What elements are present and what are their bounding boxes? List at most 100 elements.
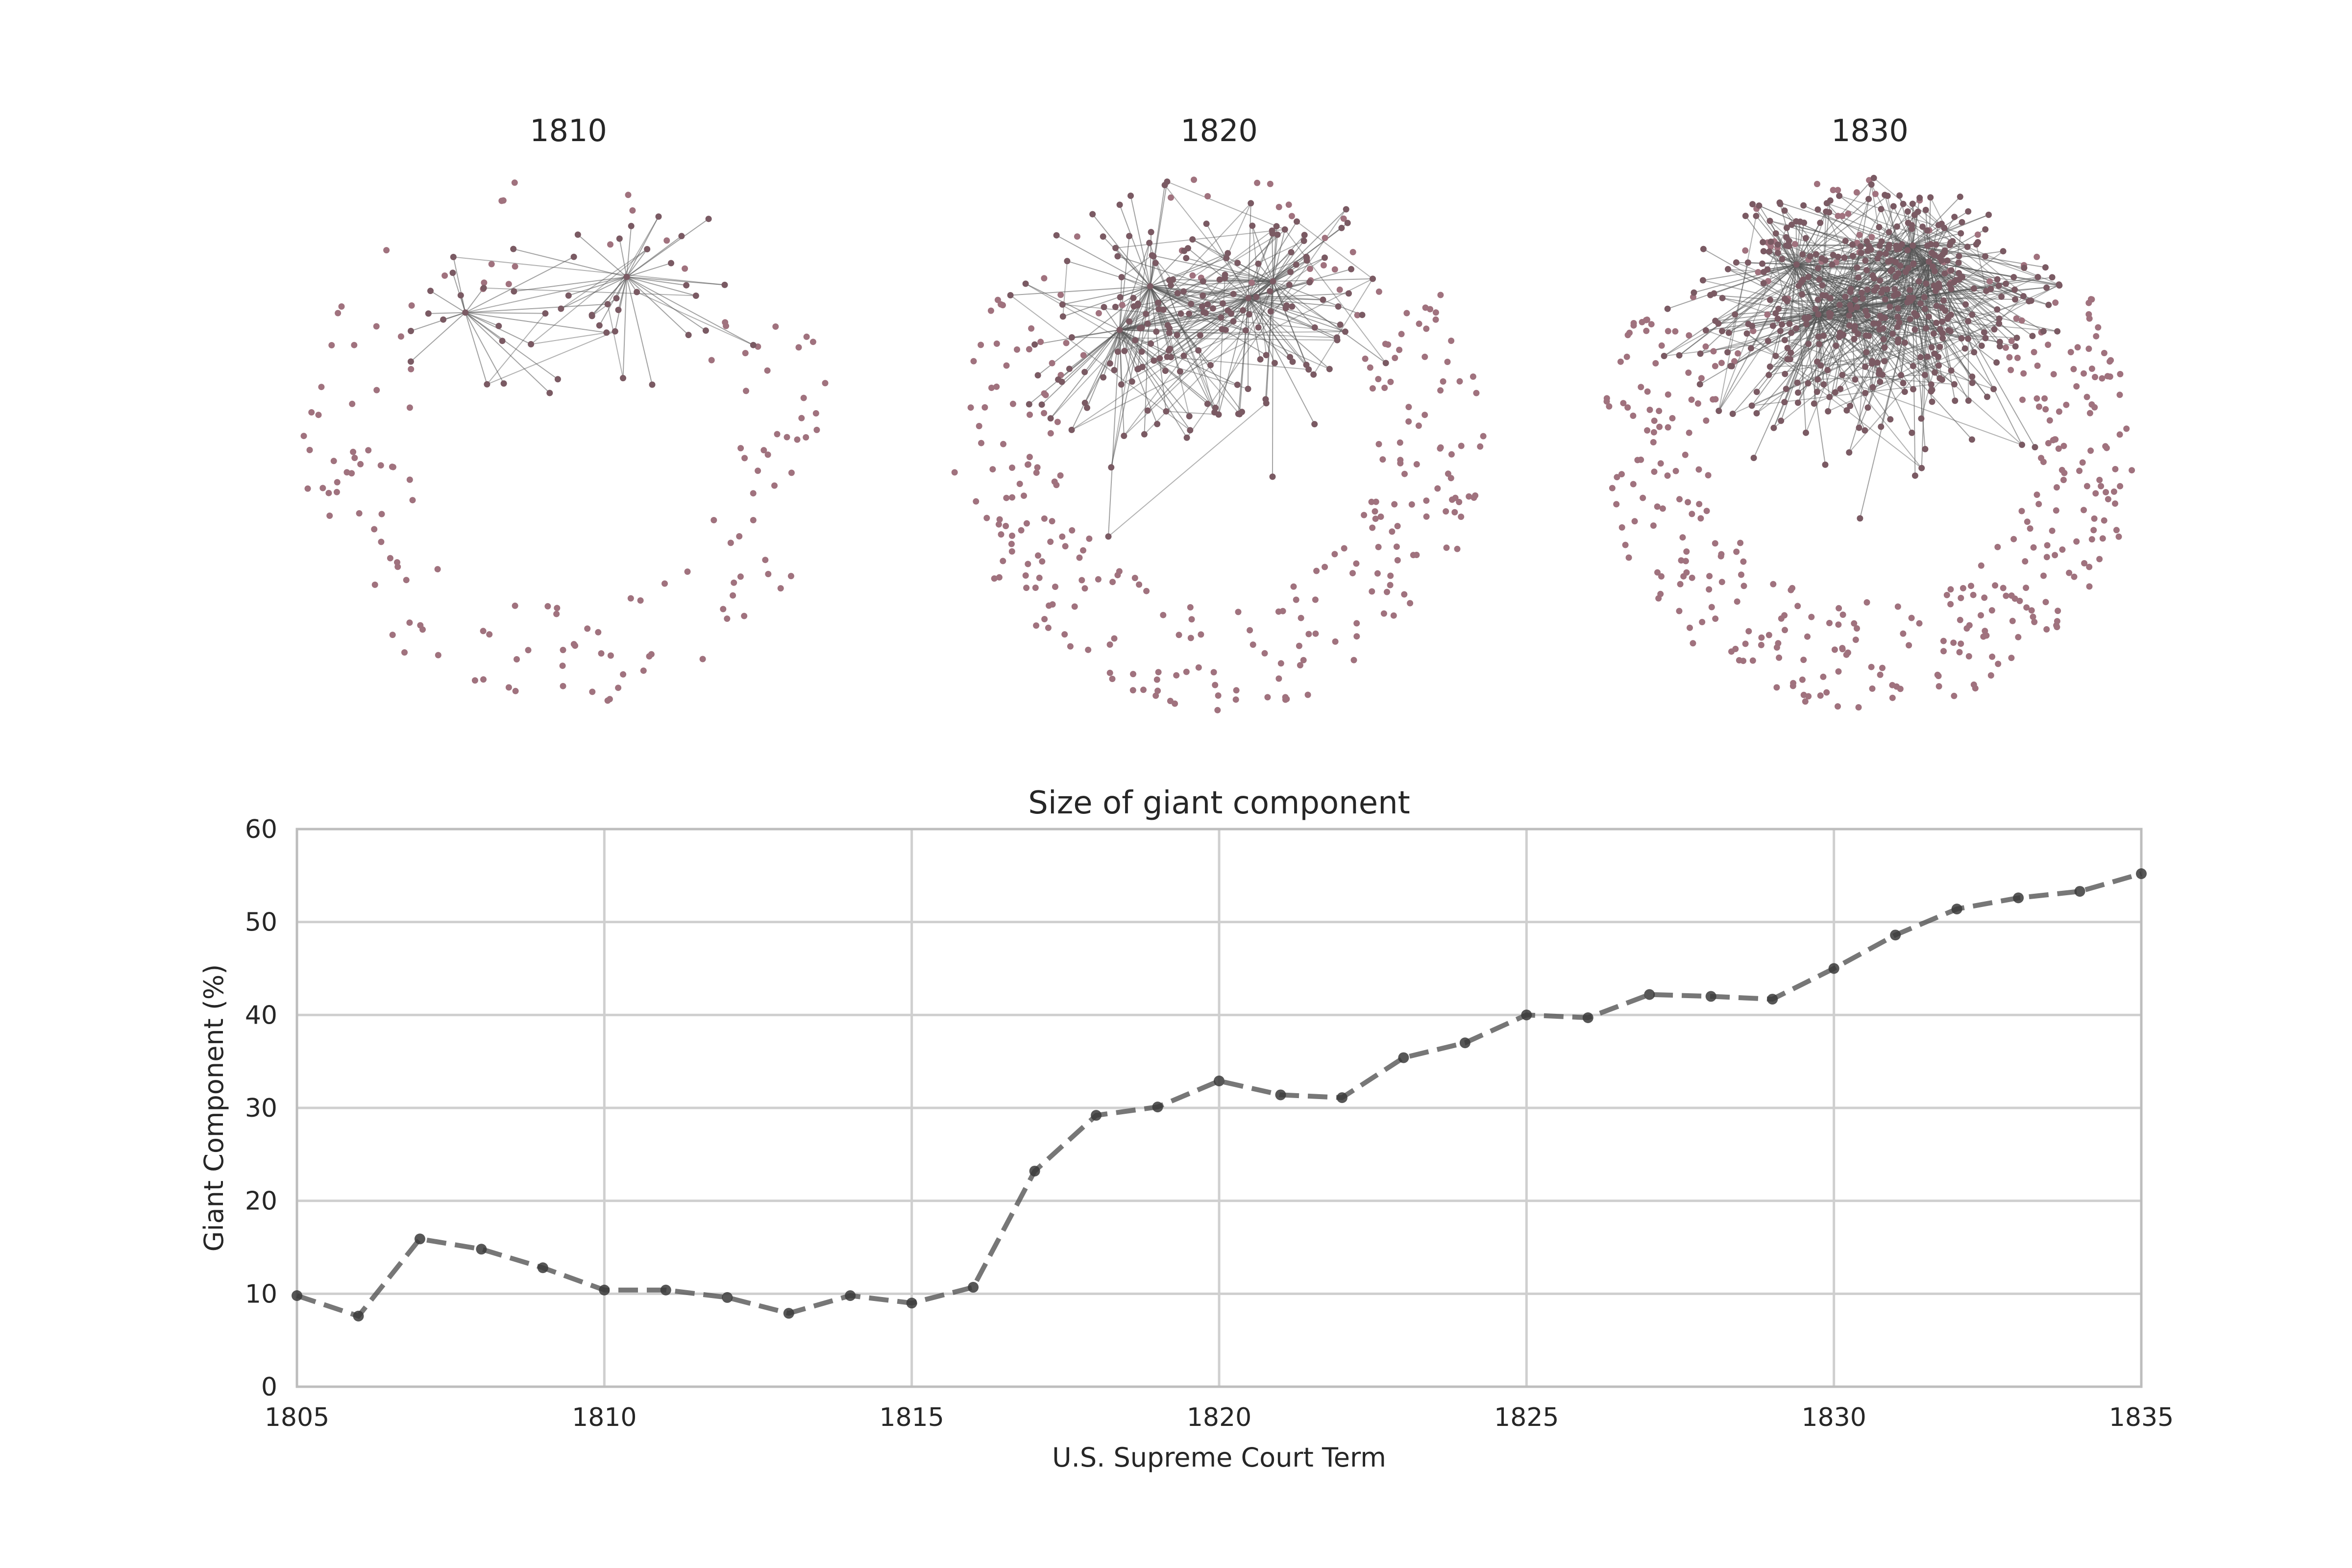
network-node (1225, 307, 1231, 314)
network-node (1825, 408, 1832, 415)
network-node (1118, 274, 1125, 281)
network-edge (1796, 261, 1929, 265)
network-node (1210, 669, 1217, 676)
network-node (300, 433, 307, 440)
network-node (1146, 240, 1153, 246)
network-node (1811, 400, 1817, 407)
network-node (1076, 554, 1083, 561)
network-node (603, 329, 610, 336)
network-node (1100, 374, 1107, 381)
network-edge (1803, 279, 1851, 306)
network-node (1915, 278, 1922, 285)
network-node (1375, 288, 1382, 295)
network-node (1753, 389, 1760, 395)
network-node (406, 404, 413, 411)
network-node (1776, 199, 1783, 206)
network-node (2055, 445, 2062, 452)
network-node (1992, 582, 1999, 589)
network-node (1779, 256, 1786, 263)
network-node (989, 466, 996, 473)
network-node (1852, 323, 1859, 330)
network-node (1894, 305, 1901, 312)
network-edge (465, 312, 559, 380)
network-edge (1124, 335, 1201, 437)
network-node (2123, 425, 2130, 432)
network-node (1924, 227, 1931, 234)
plot-area-frame (295, 828, 2143, 1388)
network-node (2117, 483, 2124, 490)
network-node (1750, 328, 1757, 334)
network-node (1886, 303, 1893, 310)
network-node (2067, 349, 2074, 356)
network-edge (1818, 314, 1913, 367)
network-edge (1817, 314, 1830, 397)
network-edge (1119, 204, 1151, 287)
network-node (1941, 247, 1948, 254)
data-point (476, 1244, 487, 1255)
network-node (1748, 345, 1754, 352)
network-node (1081, 585, 1088, 592)
network-node (1743, 330, 1750, 337)
network-node (2012, 296, 2019, 303)
network-node (1800, 202, 1807, 209)
network-edge (626, 276, 754, 346)
network-node (1434, 485, 1441, 492)
network-node (1873, 284, 1880, 291)
network-node (499, 338, 506, 344)
network-node (1772, 352, 1779, 359)
network-node (1343, 206, 1349, 213)
network-node (1786, 320, 1793, 327)
network-node (1340, 215, 1347, 222)
network-edge (637, 292, 754, 346)
network-node (2022, 558, 2029, 565)
network-edge (1124, 286, 1151, 351)
network-node (378, 511, 385, 517)
network-node (1466, 493, 1472, 500)
network-node (794, 436, 801, 443)
network-node (1189, 236, 1196, 243)
network-node (1403, 310, 1410, 317)
network-node (1470, 373, 1476, 380)
network-node (1150, 253, 1157, 260)
network-edge (1149, 243, 1215, 413)
network-node (481, 279, 488, 286)
network-node (1405, 418, 1412, 425)
network-node (1805, 341, 1812, 347)
network-node (1263, 400, 1270, 407)
network-edge (1679, 256, 1811, 356)
network-node (1310, 371, 1317, 378)
network-node (1772, 310, 1779, 317)
network-edge (1791, 325, 1850, 334)
network-edge (1838, 195, 1930, 262)
network-node (505, 281, 512, 288)
network-node (1086, 535, 1093, 542)
network-edge (1888, 231, 1913, 246)
network-node (1996, 343, 2003, 350)
network-edge (1071, 257, 1325, 431)
network-node (1331, 266, 1338, 273)
network-node (784, 434, 790, 441)
network-node (683, 282, 690, 289)
network-node (1187, 427, 1194, 434)
network-node (1230, 318, 1237, 325)
network-node (1909, 429, 1915, 436)
network-node (2101, 517, 2107, 524)
network-node (1183, 255, 1190, 262)
network-node (1974, 239, 1981, 245)
network-node (623, 273, 630, 280)
network-node (1007, 292, 1014, 298)
x-tick-labels: 1805 1810 1815 1820 1825 1830 1835 (265, 1403, 2174, 1432)
network-node (2081, 507, 2087, 514)
network-node (1041, 410, 1048, 416)
network-node (1854, 625, 1860, 632)
network-edge (1796, 177, 1874, 265)
network-node (338, 303, 345, 310)
network-node (1760, 248, 1767, 255)
y-tick-label: 0 (261, 1372, 277, 1402)
network-node (1022, 572, 1029, 579)
network-node (2045, 342, 2052, 348)
network-edge (1119, 329, 1190, 416)
network-edge (1153, 360, 1249, 390)
network-node (1815, 311, 1822, 318)
network-node (1927, 194, 1934, 201)
